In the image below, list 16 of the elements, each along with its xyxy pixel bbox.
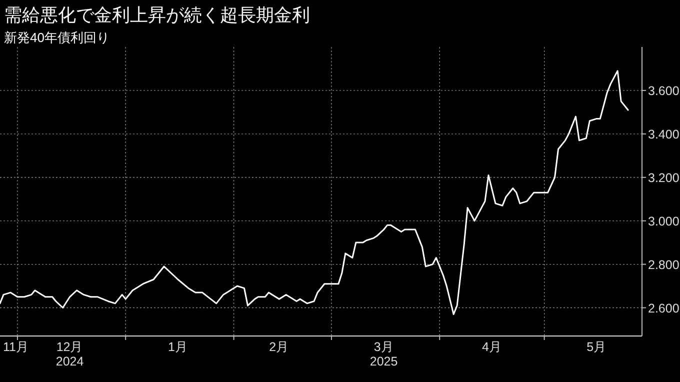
x-tick-label: 4月	[482, 340, 502, 354]
y-tick-label: 2.800	[648, 258, 680, 272]
y-tick-label: 3.600	[648, 84, 680, 98]
x-tick-label: 12月 2024	[56, 340, 84, 368]
line-series	[0, 70, 629, 316]
x-tick-label: 2月	[269, 340, 290, 354]
x-tick-label: 3月 2025	[370, 340, 398, 368]
y-tick-label: 3.400	[648, 127, 680, 142]
y-tick-label: 2.600	[648, 301, 680, 316]
x-tick-label: 5月	[586, 340, 607, 354]
x-tick-label: 11月	[3, 340, 29, 354]
chart-title: 需給悪化で金利上昇が続く超長期金利	[4, 5, 310, 25]
x-tick-label: 1月	[168, 340, 188, 354]
y-tick-label: 3.000	[648, 214, 680, 228]
y-tick-label: 3.200	[648, 170, 680, 185]
chart-subtitle: 新発40年債利回り	[4, 30, 110, 45]
